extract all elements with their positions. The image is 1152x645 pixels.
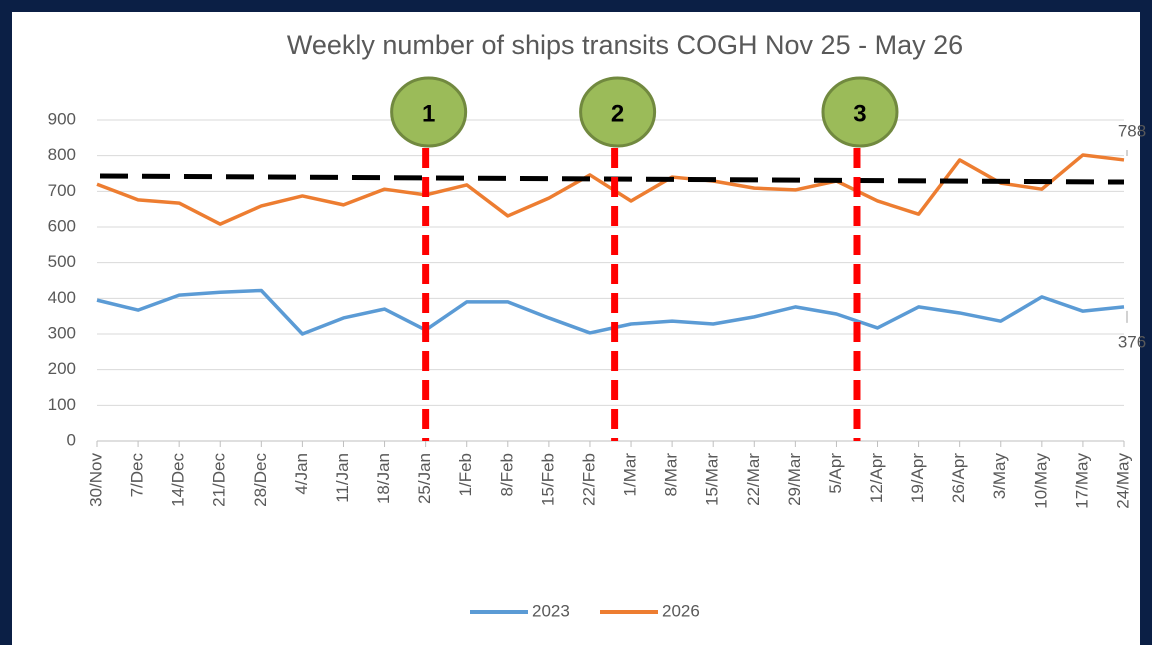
x-tick-label: 26/Apr: [949, 453, 968, 503]
x-tick-label: 29/Mar: [785, 453, 804, 506]
x-tick-label: 8/Mar: [662, 453, 681, 497]
x-tick-label: 1/Mar: [621, 453, 640, 497]
y-tick-label: 700: [48, 181, 76, 200]
data-label: 376: [1118, 332, 1146, 351]
y-tick-label: 100: [48, 395, 76, 414]
event-marker: [390, 76, 468, 148]
y-tick-label: 0: [67, 430, 76, 449]
event-label: 1: [422, 100, 435, 127]
chart-title: Weekly number of ships transits COGH Nov…: [287, 30, 963, 60]
x-tick-label: 22/Feb: [579, 453, 598, 506]
x-tick-label: 5/Apr: [826, 453, 845, 494]
event-label: 3: [853, 100, 866, 127]
y-tick-label: 800: [48, 145, 76, 164]
event-label: 2: [611, 100, 624, 127]
x-tick-label: 14/Dec: [169, 453, 188, 507]
y-tick-label: 900: [48, 109, 76, 128]
x-tick-label: 24/May: [1113, 453, 1132, 509]
series-line: [96, 288, 1125, 336]
x-tick-label: 25/Jan: [415, 453, 434, 504]
series-line: [96, 153, 1125, 226]
y-tick-label: 200: [48, 359, 76, 378]
x-tick-label: 22/Mar: [744, 453, 763, 506]
x-tick-label: 19/Apr: [908, 453, 927, 503]
x-tick-label: 18/Jan: [374, 453, 393, 504]
legend-label: 2026: [662, 601, 700, 620]
event-marker: [579, 76, 657, 148]
x-tick-label: 4/Jan: [292, 453, 311, 495]
x-tick-label: 21/Dec: [210, 453, 229, 507]
x-tick-label: 30/Nov: [86, 453, 105, 507]
x-tick-label: 15/Mar: [703, 453, 722, 506]
x-tick-label: 28/Dec: [251, 453, 270, 507]
data-label: 788: [1118, 121, 1146, 140]
x-tick-label: 17/May: [1072, 453, 1091, 509]
y-tick-label: 400: [48, 288, 76, 307]
x-tick-label: 15/Feb: [538, 453, 557, 506]
x-tick-label: 11/Jan: [333, 453, 352, 503]
legend-label: 2023: [532, 601, 570, 620]
x-tick-label: 12/Apr: [867, 453, 886, 503]
y-tick-label: 600: [48, 216, 76, 235]
x-tick-label: 1/Feb: [456, 453, 475, 496]
x-tick-label: 7/Dec: [128, 453, 147, 498]
x-tick-label: 10/May: [1031, 453, 1050, 509]
y-tick-label: 300: [48, 323, 76, 342]
x-tick-label: 3/May: [990, 453, 1009, 500]
event-marker: [821, 76, 899, 148]
y-tick-label: 500: [48, 252, 76, 271]
x-tick-label: 8/Feb: [497, 453, 516, 496]
